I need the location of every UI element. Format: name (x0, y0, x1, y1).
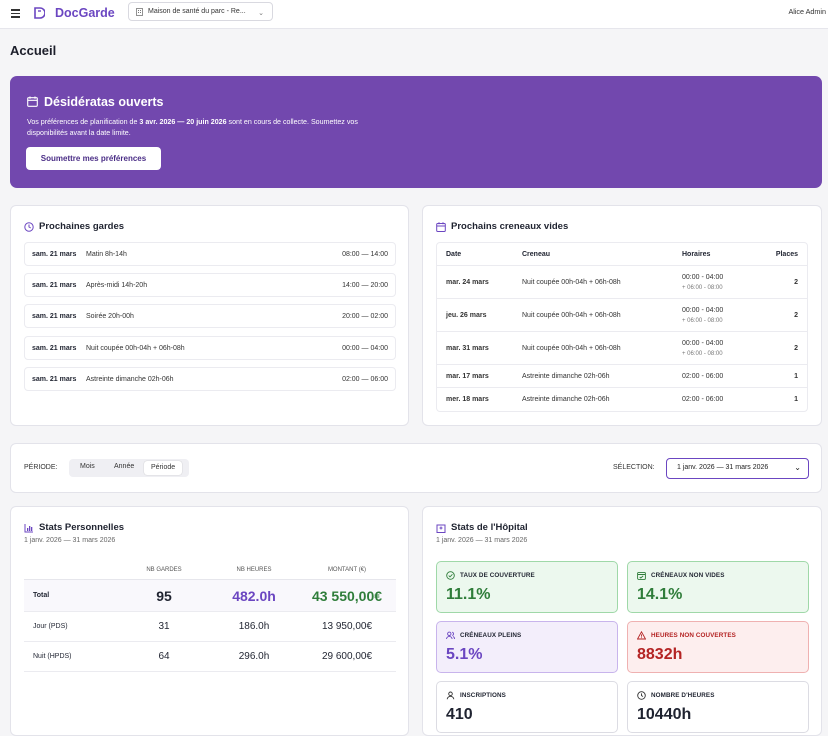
kpi-non-empty-slots: CRÉNEAUX NON VIDES 14.1% (627, 561, 809, 613)
hospital-icon (436, 524, 446, 533)
warning-icon (637, 631, 646, 640)
guard-time: 20:00 — 02:00 (342, 313, 388, 320)
table-row-total: Total 95 482.0h 43 550,00€ (24, 580, 396, 612)
empty-slots-card: Prochains creneaux vides Date Creneau Ho… (422, 205, 822, 426)
selection-label: SÉLECTION: (613, 464, 655, 471)
tab-annee[interactable]: Année (114, 463, 135, 470)
guard-date: sam. 21 mars (32, 251, 77, 258)
hospital-stats-card: Stats de l'Hôpital 1 janv. 2026 — 31 mar… (422, 506, 822, 736)
table-row[interactable]: mar. 17 mars Astreinte dimanche 02h-06h … (437, 365, 807, 388)
personal-stats-card: Stats Personnelles 1 janv. 2026 — 31 mar… (10, 506, 409, 736)
table-row[interactable]: jeu. 26 mars Nuit coupée 00h-04h + 06h-0… (437, 299, 807, 332)
calendar-icon (27, 96, 38, 107)
calendar-check-icon (637, 571, 646, 580)
personal-range: 1 janv. 2026 — 31 mars 2026 (24, 537, 116, 544)
table-header: NB GARDES NB HEURES MONTANT (€) (24, 566, 396, 580)
guard-time: 08:00 — 14:00 (342, 251, 388, 258)
guard-date: sam. 21 mars (32, 376, 77, 383)
kpi-coverage-rate: TAUX DE COUVERTURE 11.1% (436, 561, 618, 613)
table-row: Jour (PDS) 31 186.0h 13 950,00€ (24, 612, 396, 642)
building-icon (136, 8, 143, 16)
card-title: Stats de l'Hôpital (451, 522, 528, 533)
docgarde-logo-icon (34, 7, 45, 19)
kpi-full-slots: CRÉNEAUX PLEINS 5.1% (436, 621, 618, 673)
guard-name: Astreinte dimanche 02h-06h (86, 376, 174, 383)
card-title: Stats Personnelles (39, 522, 125, 533)
chevron-down-icon: ⌄ (258, 10, 264, 17)
page-title: Accueil (10, 43, 57, 58)
user-icon (446, 691, 455, 700)
top-bar: DocGarde Maison de santé du parc - Re...… (0, 0, 828, 29)
guard-name: Matin 8h-14h (86, 251, 127, 258)
period-filter-bar: PÉRIODE: Mois Année Période SÉLECTION: 1… (10, 443, 822, 493)
chevron-down-icon: ⌄ (794, 463, 801, 472)
guard-name: Après-midi 14h-20h (86, 282, 148, 289)
guard-date: sam. 21 mars (32, 345, 77, 352)
date-range-value: 1 janv. 2026 — 31 mars 2026 (677, 464, 769, 471)
submit-preferences-button[interactable]: Soumettre mes préférences (26, 147, 161, 170)
table-row[interactable]: mar. 31 mars Nuit coupée 00h-04h + 06h-0… (437, 332, 807, 365)
table-row[interactable]: mer. 18 mars Astreinte dimanche 02h-06h … (446, 396, 798, 403)
upcoming-guards-card: Prochaines gardes sam. 21 mars Matin 8h-1… (10, 205, 409, 426)
guard-item[interactable]: sam. 21 mars Après-midi 14h-20h 14:00 — 20… (24, 273, 396, 297)
user-name[interactable]: Alice Admin (788, 7, 826, 16)
users-icon (446, 631, 455, 640)
personal-stats-table: NB GARDES NB HEURES MONTANT (€) Total 95… (24, 566, 396, 672)
guard-item[interactable]: sam. 21 mars Astreinte dimanche 02h-06h 02… (24, 367, 396, 391)
table-row: Nuit (HPDS) 64 296.0h 29 600,00€ (24, 642, 396, 672)
bar-chart-icon (24, 524, 33, 533)
check-circle-icon (446, 571, 455, 580)
kpi-uncovered-hours: HEURES NON COUVERTES 8832h (627, 621, 809, 673)
guard-time: 14:00 — 20:00 (342, 282, 388, 289)
kpi-hours-count: NOMBRE D'HEURES 10440h (627, 681, 809, 733)
site-select-value: Maison de santé du parc - Re... (148, 8, 246, 15)
period-label: PÉRIODE: (24, 464, 58, 471)
kpi-registrations: INSCRIPTIONS 410 (436, 681, 618, 733)
card-title: Prochaines gardes (39, 221, 125, 232)
guard-item[interactable]: sam. 21 mars Nuit coupée 00h-04h + 06h-08… (24, 336, 396, 360)
date-range-select[interactable]: 1 janv. 2026 — 31 mars 2026 ⌄ (666, 458, 809, 479)
guard-name: Nuit coupée 00h-04h + 06h-08h (86, 345, 185, 352)
empty-slots-table: Date Creneau Horaires Places mar. 24 mar… (436, 242, 808, 412)
banner-period: 3 avr. 2026 — 20 juin 2026 (139, 118, 227, 126)
menu-icon[interactable] (11, 9, 20, 18)
brand-name: DocGarde (55, 6, 115, 20)
card-title: Prochains creneaux vides (451, 221, 569, 232)
site-select[interactable]: Maison de santé du parc - Re... ⌄ (128, 2, 273, 21)
guard-date: sam. 21 mars (32, 282, 77, 289)
guard-date: sam. 21 mars (32, 313, 77, 320)
banner-description: Vos préférences de planification de 3 av… (27, 118, 358, 137)
table-row[interactable]: mar. 24 mars Nuit coupée 00h-04h + 06h-0… (437, 266, 807, 299)
banner-title: Désidératas ouverts (44, 95, 164, 109)
guard-item[interactable]: sam. 21 mars Matin 8h-14h 08:00 — 14:00 (24, 242, 396, 266)
table-header: Date Creneau Horaires Places (437, 243, 807, 266)
guard-item[interactable]: sam. 21 mars Soirée 20h-00h 20:00 — 02:00 (24, 304, 396, 328)
clock-icon (637, 691, 646, 700)
calendar-icon (436, 222, 446, 232)
guard-time: 02:00 — 06:00 (342, 376, 388, 383)
clock-icon (24, 222, 34, 232)
guard-name: Soirée 20h-00h (86, 313, 134, 320)
desiderata-banner: Désidératas ouverts Vos préférences de p… (10, 76, 822, 188)
hospital-range: 1 janv. 2026 — 31 mars 2026 (436, 537, 528, 544)
period-segmented-control: Mois Année Période (69, 459, 189, 477)
guard-time: 00:00 — 04:00 (342, 345, 388, 352)
tab-mois[interactable]: Mois (80, 463, 95, 470)
tab-periode[interactable]: Période (144, 461, 183, 475)
